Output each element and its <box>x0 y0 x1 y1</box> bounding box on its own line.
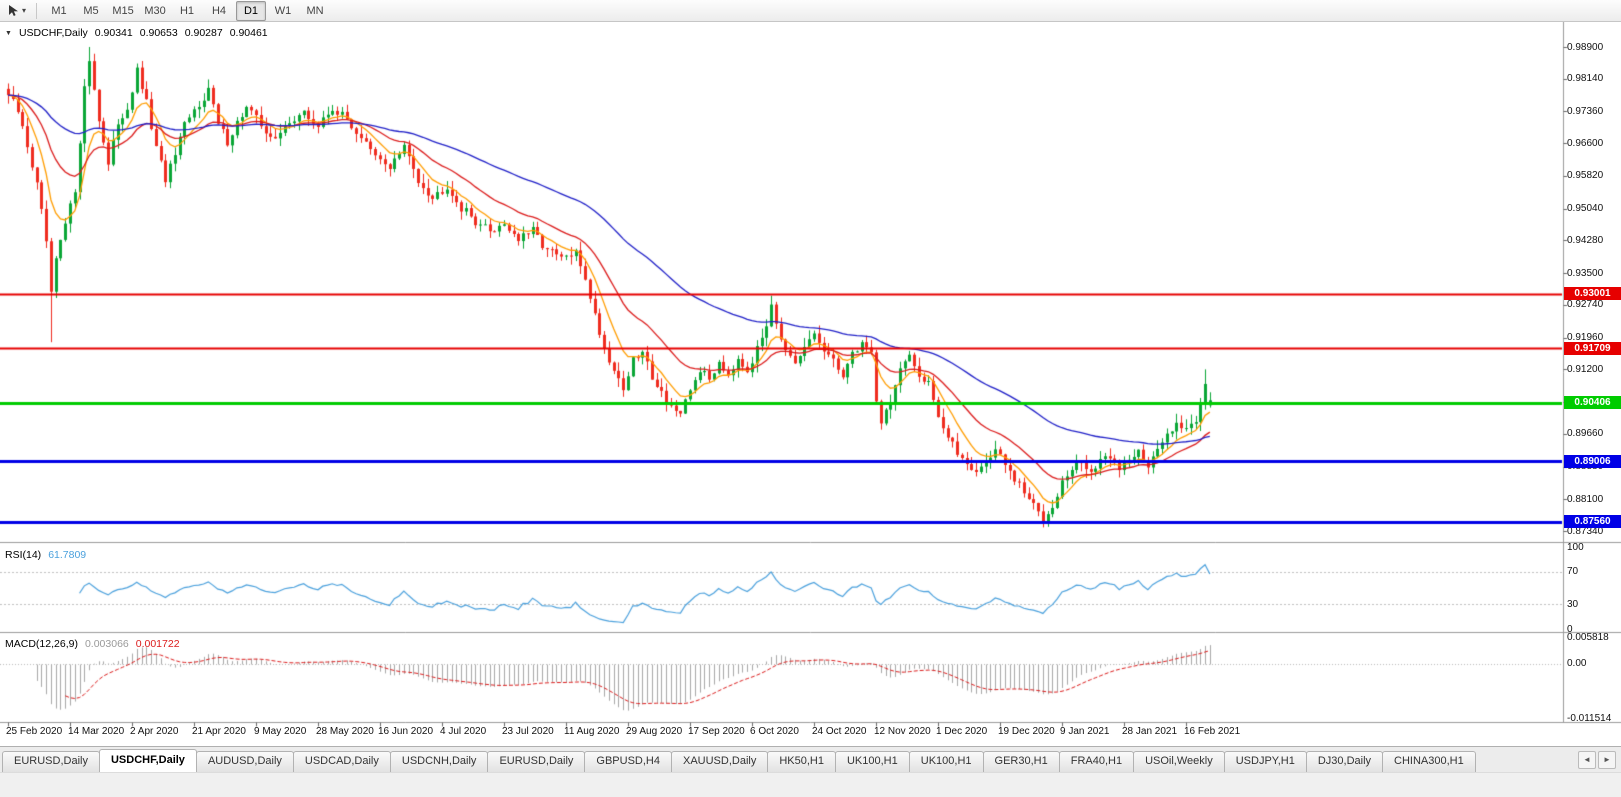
tab-usdchf-daily[interactable]: USDCHF,Daily <box>98 749 197 772</box>
tab-hk50-h1[interactable]: HK50,H1 <box>767 751 836 772</box>
tab-fra40-h1[interactable]: FRA40,H1 <box>1058 751 1135 772</box>
tab-xauusd-daily[interactable]: XAUUSD,Daily <box>670 751 769 772</box>
tab-usdcad-daily[interactable]: USDCAD,Daily <box>292 751 391 772</box>
symbol-tabs: EURUSD,Daily USDCHF,Daily AUDUSD,Daily USDC… <box>2 747 1575 772</box>
timeframe-h4-button[interactable]: H4 <box>211 4 227 17</box>
tab-eurusd-daily[interactable]: EURUSD,Daily <box>487 751 586 772</box>
tab-usdcnh-daily[interactable]: USDCNH,Daily <box>389 751 489 772</box>
timeframe-m15-button[interactable]: M15 <box>112 4 134 17</box>
timeframe-m1-button[interactable]: M1 <box>51 4 67 17</box>
tab-uk100-h1[interactable]: UK100,H1 <box>908 751 984 772</box>
tab-ger30-h1[interactable]: GER30,H1 <box>982 751 1060 772</box>
tab-uk100-h1[interactable]: UK100,H1 <box>834 751 910 772</box>
tab-dj30-daily[interactable]: DJ30,Daily <box>1305 751 1384 772</box>
tab-scroll-controls: ◄ ► <box>1575 747 1619 772</box>
tabs-scroll-left-icon[interactable]: ◄ <box>1578 750 1596 769</box>
tab-usoil-weekly[interactable]: USOil,Weekly <box>1133 751 1225 772</box>
top-toolbar: ▾ M1 M5 M15 M30 H1 H4 D1 W1 MN <box>0 0 1621 22</box>
timeframe-h1-button[interactable]: H1 <box>179 4 195 17</box>
timeframe-m5-button[interactable]: M5 <box>83 4 99 17</box>
tab-gbpusd-h4[interactable]: GBPUSD,H4 <box>584 751 672 772</box>
timeframe-m30-button[interactable]: M30 <box>144 4 166 17</box>
tab-audusd-daily[interactable]: AUDUSD,Daily <box>195 751 294 772</box>
chevron-down-icon: ▾ <box>22 6 27 15</box>
price-chart-canvas[interactable] <box>0 22 1621 746</box>
timeframe-w1-button[interactable]: W1 <box>274 4 292 17</box>
timeframe-mn-button[interactable]: MN <box>306 4 324 17</box>
tabs-scroll-right-icon[interactable]: ► <box>1598 750 1616 769</box>
timeframe-d1-button[interactable]: D1 <box>236 0 267 21</box>
tab-china300-h1[interactable]: CHINA300,H1 <box>1382 751 1476 772</box>
timeframe-buttons: M1 M5 M15 M30 H1 H4 D1 W1 MN <box>43 0 331 21</box>
cursor-tool-icon[interactable]: ▾ <box>3 3 30 18</box>
chart-window: ▼ USDCHF,Daily 0.90341 0.90653 0.90287 0… <box>0 22 1621 747</box>
tab-usdjpy-h1[interactable]: USDJPY,H1 <box>1223 751 1307 772</box>
symbol-tabbar: EURUSD,Daily USDCHF,Daily AUDUSD,Daily USDC… <box>0 746 1621 772</box>
toolbar-separator <box>36 2 38 19</box>
status-bar <box>0 772 1621 797</box>
cursor-arrow-icon <box>9 5 18 16</box>
tab-eurusd-daily[interactable]: EURUSD,Daily <box>2 751 100 772</box>
